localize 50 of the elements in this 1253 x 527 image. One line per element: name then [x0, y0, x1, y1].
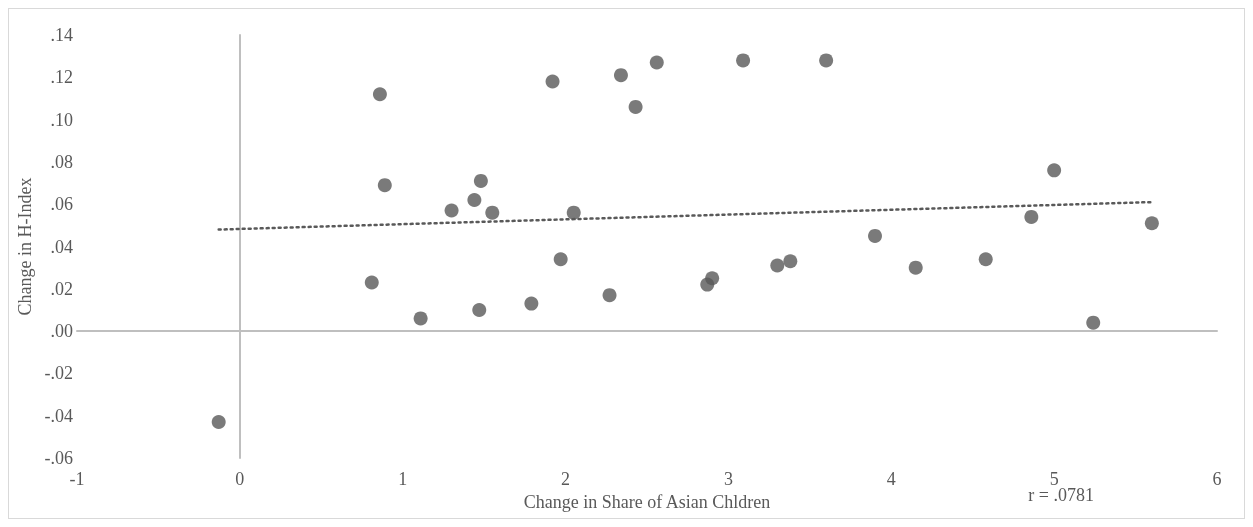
- y-axis-title: Change in H-Index: [14, 177, 35, 316]
- x-tick-label: 1: [398, 469, 408, 489]
- point: [467, 192, 482, 207]
- x-tick-label: 0: [235, 469, 245, 489]
- point: [473, 173, 488, 188]
- y-tick-label: -.02: [44, 363, 73, 384]
- y-tick-label: -.04: [44, 405, 73, 426]
- point: [868, 228, 882, 243]
- x-tick-label: 2: [561, 469, 571, 489]
- point: [602, 288, 617, 303]
- point: [1086, 315, 1101, 330]
- point: [444, 203, 459, 218]
- point: [377, 178, 392, 193]
- point: [1024, 209, 1039, 224]
- y-tick-label: .00: [50, 321, 73, 342]
- point: [413, 311, 428, 326]
- point: [524, 296, 539, 311]
- point: [613, 68, 628, 83]
- y-tick-label: .14: [50, 25, 73, 45]
- y-tick-label: .06: [50, 194, 73, 215]
- point: [1144, 216, 1159, 231]
- point: [705, 271, 720, 286]
- x-tick-label: 3: [723, 469, 733, 489]
- point: [736, 53, 751, 68]
- point: [649, 55, 664, 70]
- y-tick-label: .04: [50, 236, 73, 257]
- point: [364, 275, 379, 290]
- x-tick-label: 6: [1212, 469, 1222, 489]
- point: [783, 254, 798, 269]
- point: [545, 74, 560, 89]
- point: [372, 87, 387, 102]
- y-tick-label: .08: [50, 151, 73, 172]
- point: [566, 205, 581, 220]
- y-tick-label: .12: [50, 67, 73, 88]
- x-tick-label: 4: [886, 469, 896, 489]
- point: [485, 205, 500, 220]
- point: [819, 53, 834, 68]
- point: [628, 99, 643, 114]
- point: [472, 302, 487, 317]
- point: [770, 258, 785, 273]
- y-tick-label: .02: [50, 278, 73, 299]
- y-tick-label: -.06: [44, 448, 73, 468]
- x-axis-title: Change in Share of Asian Chldren: [523, 491, 771, 512]
- point: [908, 260, 923, 275]
- point: [1047, 163, 1062, 178]
- y-tick-label: .10: [50, 109, 73, 130]
- x-tick-label: -1: [69, 469, 85, 489]
- point: [978, 252, 993, 267]
- point: [553, 252, 568, 267]
- point: [211, 415, 226, 430]
